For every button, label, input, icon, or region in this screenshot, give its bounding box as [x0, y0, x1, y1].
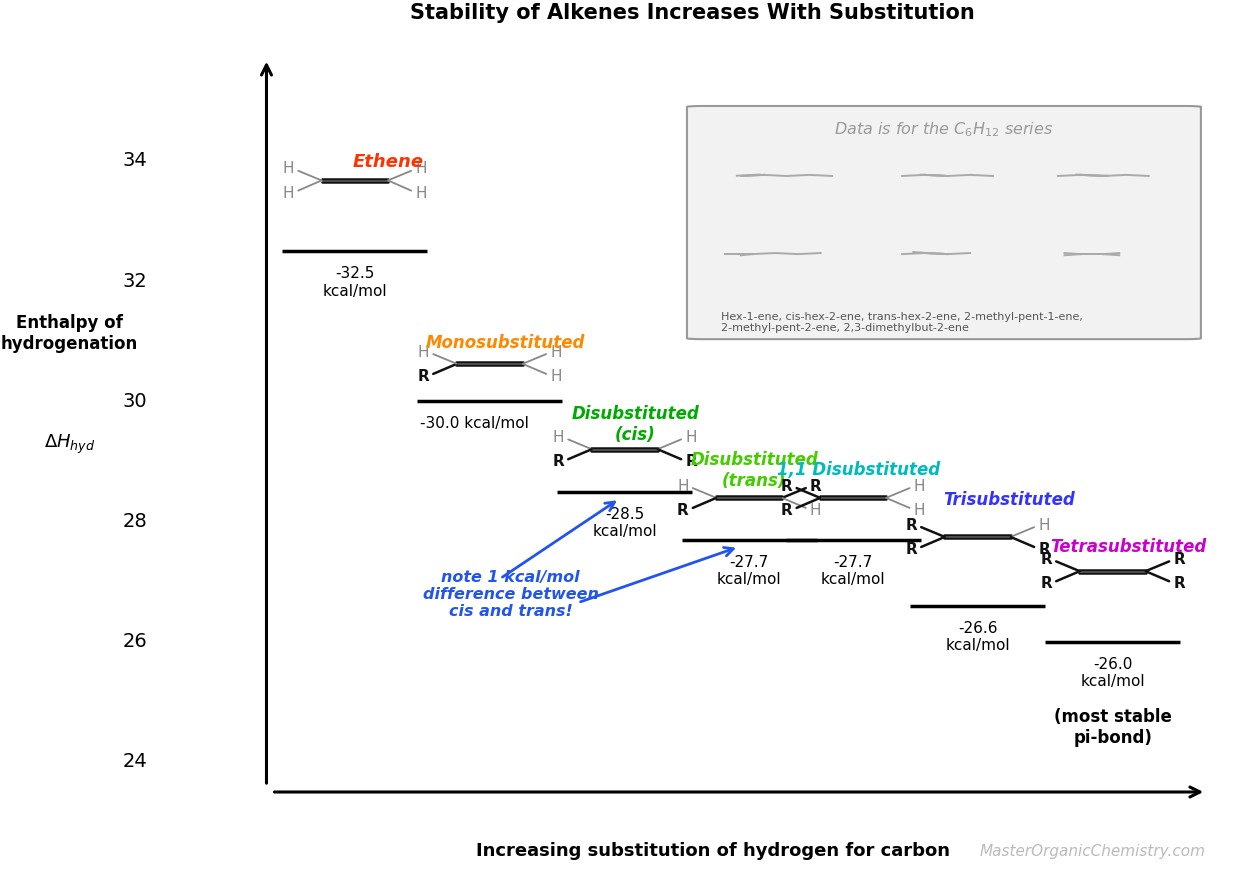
Text: H: H	[550, 345, 562, 360]
Text: H: H	[686, 430, 697, 445]
Text: -26.6
kcal/mol: -26.6 kcal/mol	[946, 620, 1010, 653]
Text: R: R	[418, 369, 429, 384]
Text: R: R	[810, 479, 822, 494]
Text: H: H	[283, 161, 294, 176]
Text: Data is for the $C_6H_{12}$ series: Data is for the $C_6H_{12}$ series	[834, 121, 1053, 139]
Text: 24: 24	[122, 752, 147, 772]
Text: H: H	[677, 479, 688, 494]
Text: R: R	[1173, 576, 1185, 591]
Text: R: R	[1041, 552, 1052, 567]
Text: $\Delta H_{hyd}$: $\Delta H_{hyd}$	[43, 433, 95, 456]
Text: R: R	[905, 517, 917, 532]
Text: Disubstituted
(cis): Disubstituted (cis)	[571, 405, 698, 444]
Text: -30.0 kcal/mol: -30.0 kcal/mol	[420, 416, 529, 431]
Text: R: R	[1038, 542, 1051, 557]
Text: H: H	[810, 503, 822, 518]
Text: H: H	[418, 345, 429, 360]
Text: Hex-1-ene, cis-hex-2-ene, trans-hex-2-ene, 2-methyl-pent-1-ene,
2-methyl-pent-2-: Hex-1-ene, cis-hex-2-ene, trans-hex-2-en…	[722, 312, 1083, 334]
Text: H: H	[550, 369, 562, 384]
Text: Ethene: Ethene	[352, 152, 424, 171]
Text: Stability of Alkenes Increases With Substitution: Stability of Alkenes Increases With Subs…	[410, 4, 974, 23]
Text: H: H	[415, 186, 426, 201]
Text: -32.5
kcal/mol: -32.5 kcal/mol	[323, 266, 387, 298]
Text: note 1 kcal/mol
difference between
cis and trans!: note 1 kcal/mol difference between cis a…	[423, 569, 598, 620]
Text: R: R	[905, 542, 917, 557]
Text: -28.5
kcal/mol: -28.5 kcal/mol	[592, 507, 658, 539]
Text: R: R	[781, 479, 792, 494]
Text: R: R	[1041, 576, 1052, 591]
Text: 26: 26	[122, 632, 147, 651]
Text: -27.7
kcal/mol: -27.7 kcal/mol	[717, 554, 781, 587]
FancyBboxPatch shape	[687, 106, 1201, 339]
Text: H: H	[913, 479, 926, 494]
Text: -27.7
kcal/mol: -27.7 kcal/mol	[821, 554, 885, 587]
Text: 30: 30	[122, 392, 147, 411]
Text: -26.0
kcal/mol: -26.0 kcal/mol	[1080, 656, 1145, 689]
Text: H: H	[1038, 517, 1049, 532]
Text: Enthalpy of
hydrogenation: Enthalpy of hydrogenation	[0, 314, 138, 353]
Text: Tetrasubstituted: Tetrasubstituted	[1051, 538, 1206, 556]
Text: 32: 32	[122, 272, 147, 290]
Text: Trisubstituted: Trisubstituted	[943, 491, 1074, 509]
Text: Increasing substitution of hydrogen for carbon: Increasing substitution of hydrogen for …	[476, 842, 950, 860]
Text: MasterOrganicChemistry.com: MasterOrganicChemistry.com	[980, 844, 1206, 859]
Text: H: H	[415, 161, 426, 176]
Text: 28: 28	[122, 512, 147, 531]
Text: R: R	[685, 454, 697, 469]
Text: R: R	[1173, 552, 1185, 567]
Text: Monosubstituted: Monosubstituted	[425, 334, 585, 352]
Text: 1,1 Disubstituted: 1,1 Disubstituted	[776, 460, 939, 479]
Text: Disubstituted
(trans): Disubstituted (trans)	[691, 451, 818, 490]
Text: (most stable
pi-bond): (most stable pi-bond)	[1054, 708, 1172, 746]
Text: R: R	[552, 454, 564, 469]
Text: H: H	[283, 186, 294, 201]
Text: H: H	[913, 503, 926, 518]
Text: R: R	[781, 503, 792, 518]
Text: R: R	[677, 503, 688, 518]
Text: 34: 34	[122, 151, 147, 171]
Text: H: H	[552, 430, 564, 445]
